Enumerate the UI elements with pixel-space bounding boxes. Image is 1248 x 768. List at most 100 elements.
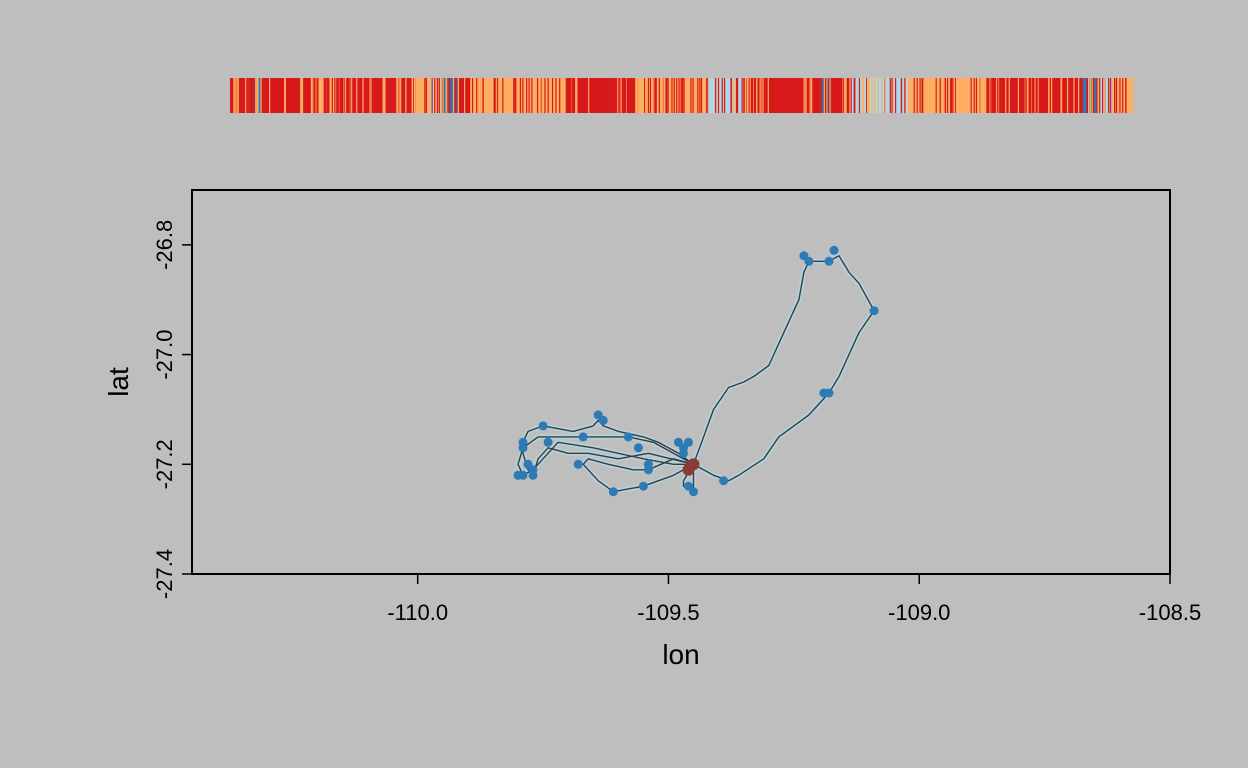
ribbon-stripe <box>631 78 634 113</box>
fix-point <box>623 432 633 442</box>
ribbon-stripe <box>744 78 747 113</box>
ribbon-stripe <box>741 78 743 113</box>
ribbon-stripe <box>834 78 836 113</box>
ribbon-stripe <box>785 78 787 113</box>
ribbon-stripe <box>317 78 319 113</box>
x-tick-label: -110.0 <box>387 600 448 625</box>
ribbon-stripe <box>661 78 663 113</box>
ribbon-stripe <box>486 78 489 113</box>
ribbon-stripe <box>410 78 412 113</box>
ribbon-stripe <box>991 78 993 113</box>
fix-point <box>674 437 683 447</box>
ribbon-stripe <box>555 78 557 113</box>
ribbon-stripe <box>522 78 524 113</box>
ribbon-stripe <box>356 78 358 113</box>
ribbon-stripe <box>407 78 409 113</box>
ribbon-stripe <box>829 78 831 113</box>
ribbon-stripe <box>431 78 433 113</box>
ribbon-stripe <box>761 78 763 113</box>
ribbon-stripe <box>948 78 950 113</box>
ribbon-stripe <box>405 78 407 113</box>
ribbon-stripe <box>273 78 275 113</box>
ribbon-stripe <box>470 78 473 113</box>
ribbon-stripe <box>315 78 317 113</box>
ribbon-stripe <box>1060 78 1062 113</box>
ribbon-stripe <box>1099 78 1101 113</box>
ribbon-stripe <box>647 78 650 113</box>
ribbon-stripe <box>1122 78 1124 113</box>
ribbon-stripe <box>636 78 638 113</box>
ribbon-stripe <box>559 78 561 113</box>
ribbon-stripe <box>715 78 717 113</box>
ribbon-stripe <box>1033 78 1035 113</box>
ribbon-stripe <box>543 78 545 113</box>
ribbon-stripe <box>925 78 927 113</box>
ribbon-stripe <box>303 78 305 113</box>
ribbon-stripe <box>767 78 769 113</box>
ribbon-stripe <box>928 78 930 113</box>
ribbon-stripe <box>1078 78 1080 113</box>
x-tick-label: -109.5 <box>637 600 699 625</box>
ribbon-stripe <box>445 78 447 113</box>
ribbon-stripe <box>340 78 342 113</box>
ribbon-stripe <box>667 78 669 113</box>
ribbon-stripe <box>316 78 318 113</box>
ribbon-segment <box>851 78 910 113</box>
ribbon-stripe <box>449 78 451 113</box>
ribbon-stripe <box>323 78 325 113</box>
ribbon-stripe <box>261 78 263 113</box>
ribbon-stripe <box>921 78 923 113</box>
ribbon-stripe <box>819 78 821 113</box>
ribbon-stripe <box>881 78 883 113</box>
ribbon-stripe <box>301 78 304 113</box>
ribbon-stripe <box>1037 78 1039 113</box>
ribbon-stripe <box>1032 78 1034 113</box>
ribbon-stripe <box>940 78 943 113</box>
ribbon-stripe <box>1039 78 1041 113</box>
ribbon-stripe <box>499 78 501 113</box>
ribbon-stripe <box>1096 78 1098 113</box>
ribbon-stripe <box>892 78 894 113</box>
ribbon-stripe <box>752 78 755 113</box>
ribbon-stripe <box>827 78 829 113</box>
ribbon-stripe <box>1079 78 1081 113</box>
ribbon-stripe <box>663 78 665 113</box>
ribbon-stripe <box>349 78 351 113</box>
ribbon-stripe <box>276 78 278 113</box>
ribbon-stripe <box>730 78 732 113</box>
ribbon-stripe <box>573 78 575 113</box>
y-tick-label: -26.8 <box>152 220 177 270</box>
ribbon-stripe <box>511 78 513 113</box>
ribbon-stripe <box>352 78 355 113</box>
ribbon-stripe <box>321 78 323 113</box>
ribbon-stripe <box>644 78 646 113</box>
fix-point <box>538 421 548 431</box>
ribbon-stripe <box>919 78 921 113</box>
ribbon-stripe <box>686 78 688 113</box>
ribbon-segment <box>708 78 744 113</box>
ribbon-stripe <box>1073 78 1075 113</box>
ribbon-stripe <box>1051 78 1053 113</box>
ribbon-stripe <box>482 78 484 113</box>
ribbon-stripe <box>319 78 321 113</box>
ribbon-stripe <box>512 78 514 113</box>
ribbon-stripe <box>816 78 819 113</box>
ribbon-stripe <box>858 78 861 113</box>
ribbon-stripe <box>871 78 873 113</box>
ribbon-stripe <box>793 78 795 113</box>
ribbon-stripe <box>318 78 320 113</box>
ribbon-stripe <box>1025 78 1027 113</box>
ribbon-stripe <box>560 78 562 113</box>
ribbon-stripe <box>1042 78 1045 113</box>
ribbon-stripe <box>693 78 695 113</box>
ribbon-stripe <box>359 78 361 113</box>
ribbon-stripe <box>1027 78 1029 113</box>
ribbon-stripe <box>826 78 828 113</box>
ribbon-stripe <box>809 78 811 113</box>
ribbon-stripe <box>904 78 907 113</box>
ribbon-stripe <box>252 78 254 113</box>
ribbon-stripe <box>666 78 668 113</box>
ribbon-stripe <box>939 78 941 113</box>
ribbon-stripe <box>866 78 868 113</box>
ribbon-stripe <box>736 78 739 113</box>
